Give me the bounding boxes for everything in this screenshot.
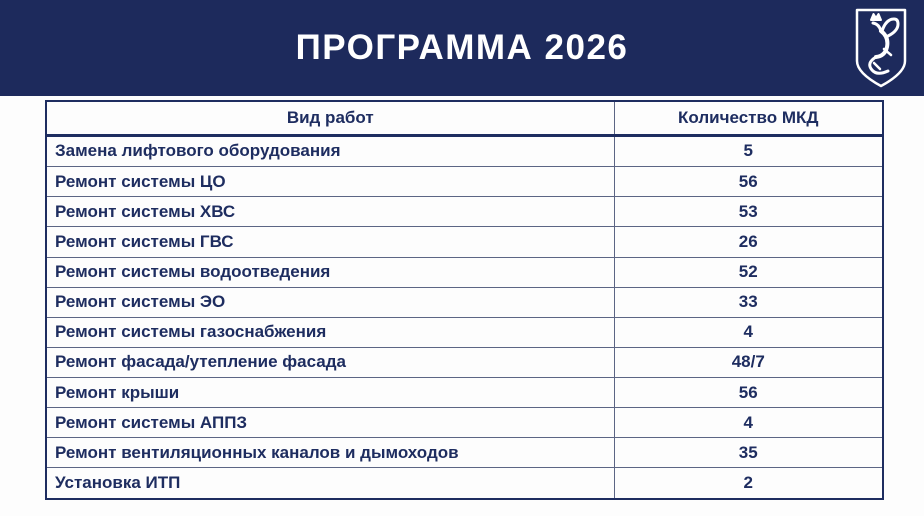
- mkd-count-cell: 4: [613, 407, 884, 439]
- table-row: Ремонт системы ЭО 33: [45, 286, 884, 318]
- table-row: Ремонт системы газоснабжения 4: [45, 316, 884, 348]
- table-row: Замена лифтового оборудования 5: [45, 134, 884, 168]
- work-type-cell: Ремонт системы газоснабжения: [45, 316, 615, 348]
- mkd-count-cell: 53: [613, 196, 884, 228]
- mkd-count-cell: 2: [613, 467, 884, 501]
- table-row: Ремонт системы ХВС 53: [45, 196, 884, 228]
- column-header-work-type: Вид работ: [45, 100, 615, 137]
- mkd-count-cell: 56: [613, 166, 884, 198]
- mkd-count-cell: 33: [613, 286, 884, 318]
- work-type-cell: Ремонт системы ЦО: [45, 166, 615, 198]
- table-body: Замена лифтового оборудования 5 Ремонт сис…: [45, 134, 884, 501]
- table-row: Ремонт системы АППЗ 4: [45, 407, 884, 439]
- program-table: Вид работ Количество МКД Замена лифтовог…: [45, 100, 884, 501]
- work-type-cell: Ремонт крыши: [45, 377, 615, 409]
- table-header-row: Вид работ Количество МКД: [45, 100, 884, 137]
- mkd-count-cell: 4: [613, 316, 884, 348]
- table-row: Ремонт вентиляционных каналов и дымоходо…: [45, 437, 884, 469]
- page-title: ПРОГРАММА 2026: [295, 28, 629, 67]
- mkd-count-cell: 52: [613, 256, 884, 288]
- table-row: Ремонт системы ЦО 56: [45, 166, 884, 198]
- work-type-cell: Ремонт системы ЭО: [45, 286, 615, 318]
- program-table-container: Вид работ Количество МКД Замена лифтовог…: [45, 100, 884, 501]
- mkd-count-cell: 56: [613, 377, 884, 409]
- mkd-count-cell: 35: [613, 437, 884, 469]
- table-row: Ремонт системы водоотведения 52: [45, 256, 884, 288]
- work-type-cell: Ремонт системы водоотведения: [45, 256, 615, 288]
- column-header-mkd-count: Количество МКД: [613, 100, 884, 137]
- kazan-coat-of-arms-icon: [855, 8, 907, 88]
- table-row: Ремонт системы ГВС 26: [45, 226, 884, 258]
- table-row: Установка ИТП 2: [45, 467, 884, 501]
- work-type-cell: Ремонт фасада/утепление фасада: [45, 346, 615, 379]
- work-type-cell: Установка ИТП: [45, 467, 615, 501]
- work-type-cell: Ремонт вентиляционных каналов и дымоходо…: [45, 437, 615, 469]
- work-type-cell: Ремонт системы ГВС: [45, 226, 615, 258]
- mkd-count-cell: 5: [613, 134, 884, 168]
- work-type-cell: Замена лифтового оборудования: [45, 134, 615, 168]
- title-banner: ПРОГРАММА 2026: [0, 0, 924, 96]
- work-type-cell: Ремонт системы ХВС: [45, 196, 615, 228]
- table-row: Ремонт крыши 56: [45, 377, 884, 409]
- work-type-cell: Ремонт системы АППЗ: [45, 407, 615, 439]
- mkd-count-cell: 48/7: [613, 346, 884, 379]
- mkd-count-cell: 26: [613, 226, 884, 258]
- table-row: Ремонт фасада/утепление фасада 48/7: [45, 346, 884, 379]
